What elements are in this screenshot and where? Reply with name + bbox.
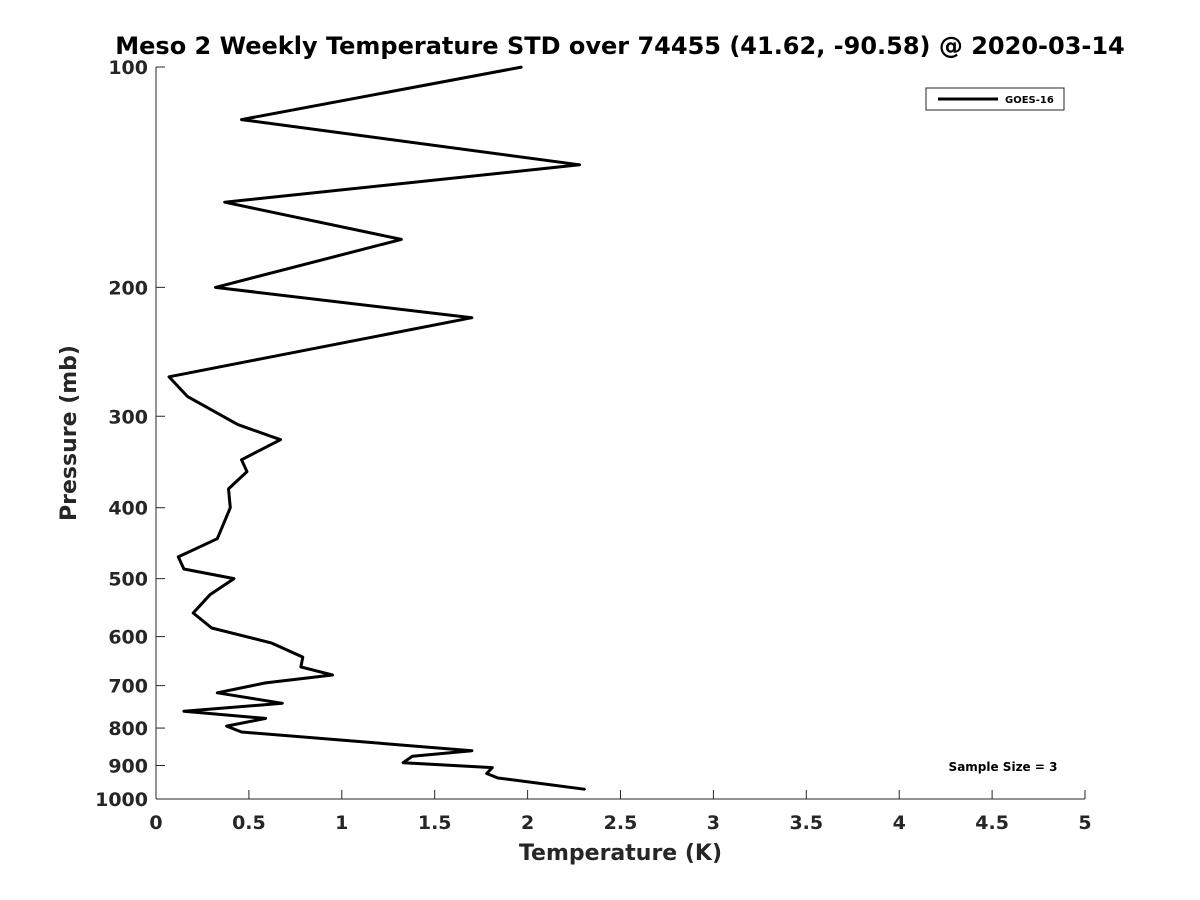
data-point [471,316,473,319]
data-point [183,710,185,713]
data-point [240,118,243,121]
sample-size-annotation: Sample Size = 3 [949,760,1058,774]
y-tick-label: 700 [108,676,148,698]
data-point [246,470,248,473]
x-tick-label: 0 [149,812,162,834]
data-point [400,238,403,241]
y-axis-label: Pressure (mb) [57,345,82,521]
data-point [281,702,284,705]
data-point [263,357,265,360]
y-tick-label: 500 [108,569,148,591]
data-point [233,577,235,580]
x-tick-label: 3.5 [789,812,823,834]
chart-title: Meso 2 Weekly Temperature STD over 74455… [115,32,1125,60]
data-point [411,755,414,757]
data-point [578,164,581,166]
y-tick-label: 200 [108,277,148,299]
legend-entry-goes-16: GOES-16 [1005,95,1054,106]
data-point [177,556,180,558]
series-points [168,66,586,791]
x-tick-label: 0.5 [232,812,266,834]
data-point [216,692,219,694]
data-point [521,66,523,68]
data-point [264,717,267,720]
data-point [216,537,219,540]
y-ticks: 100 200 300 400 500 600 700 800 900 1000 [95,57,165,811]
y-tick-label: 300 [108,406,148,428]
data-point [534,781,536,784]
x-axis-label: Temperature (K) [519,841,722,866]
data-point [240,459,243,461]
data-point [227,488,230,490]
data-point [471,749,473,752]
data-point [183,568,185,570]
data-point [237,423,239,426]
data-point [491,766,494,769]
data-point [168,376,170,378]
y-tick-label: 100 [108,57,148,79]
data-point [223,201,226,203]
data-point [584,788,586,791]
data-point [402,761,404,764]
y-tick-label: 800 [108,718,148,740]
data-point [229,506,232,509]
y-tick-label: 1000 [95,789,148,811]
data-point [186,395,189,398]
data-point [240,731,243,733]
x-tick-label: 5 [1078,812,1091,834]
data-point [192,612,194,614]
data-point [270,642,273,644]
data-point [264,682,267,684]
data-point [485,772,488,775]
axes [155,67,1085,800]
x-ticks: 0 0.5 1 1.5 2 2.5 3 3.5 4 4.5 5 [149,790,1092,834]
data-point [331,674,334,676]
series-line-goes-16 [167,65,586,791]
legend: GOES-16 [925,87,1065,111]
x-tick-label: 2 [521,812,534,834]
y-tick-label: 900 [108,756,148,778]
x-tick-label: 4.5 [975,812,1009,834]
data-point [210,627,213,629]
data-point [214,286,217,289]
x-tick-label: 2.5 [604,812,638,834]
data-point [225,725,228,727]
data-point [302,656,304,658]
y-tick-label: 400 [108,498,148,520]
data-point [300,666,302,668]
y-tick-label: 600 [108,627,148,649]
x-tick-label: 1 [335,812,348,834]
x-tick-label: 3 [707,812,720,834]
x-tick-label: 4 [893,812,906,834]
data-point [279,438,282,441]
x-tick-label: 1.5 [418,812,452,834]
data-point [209,594,211,596]
data-point [497,777,499,779]
